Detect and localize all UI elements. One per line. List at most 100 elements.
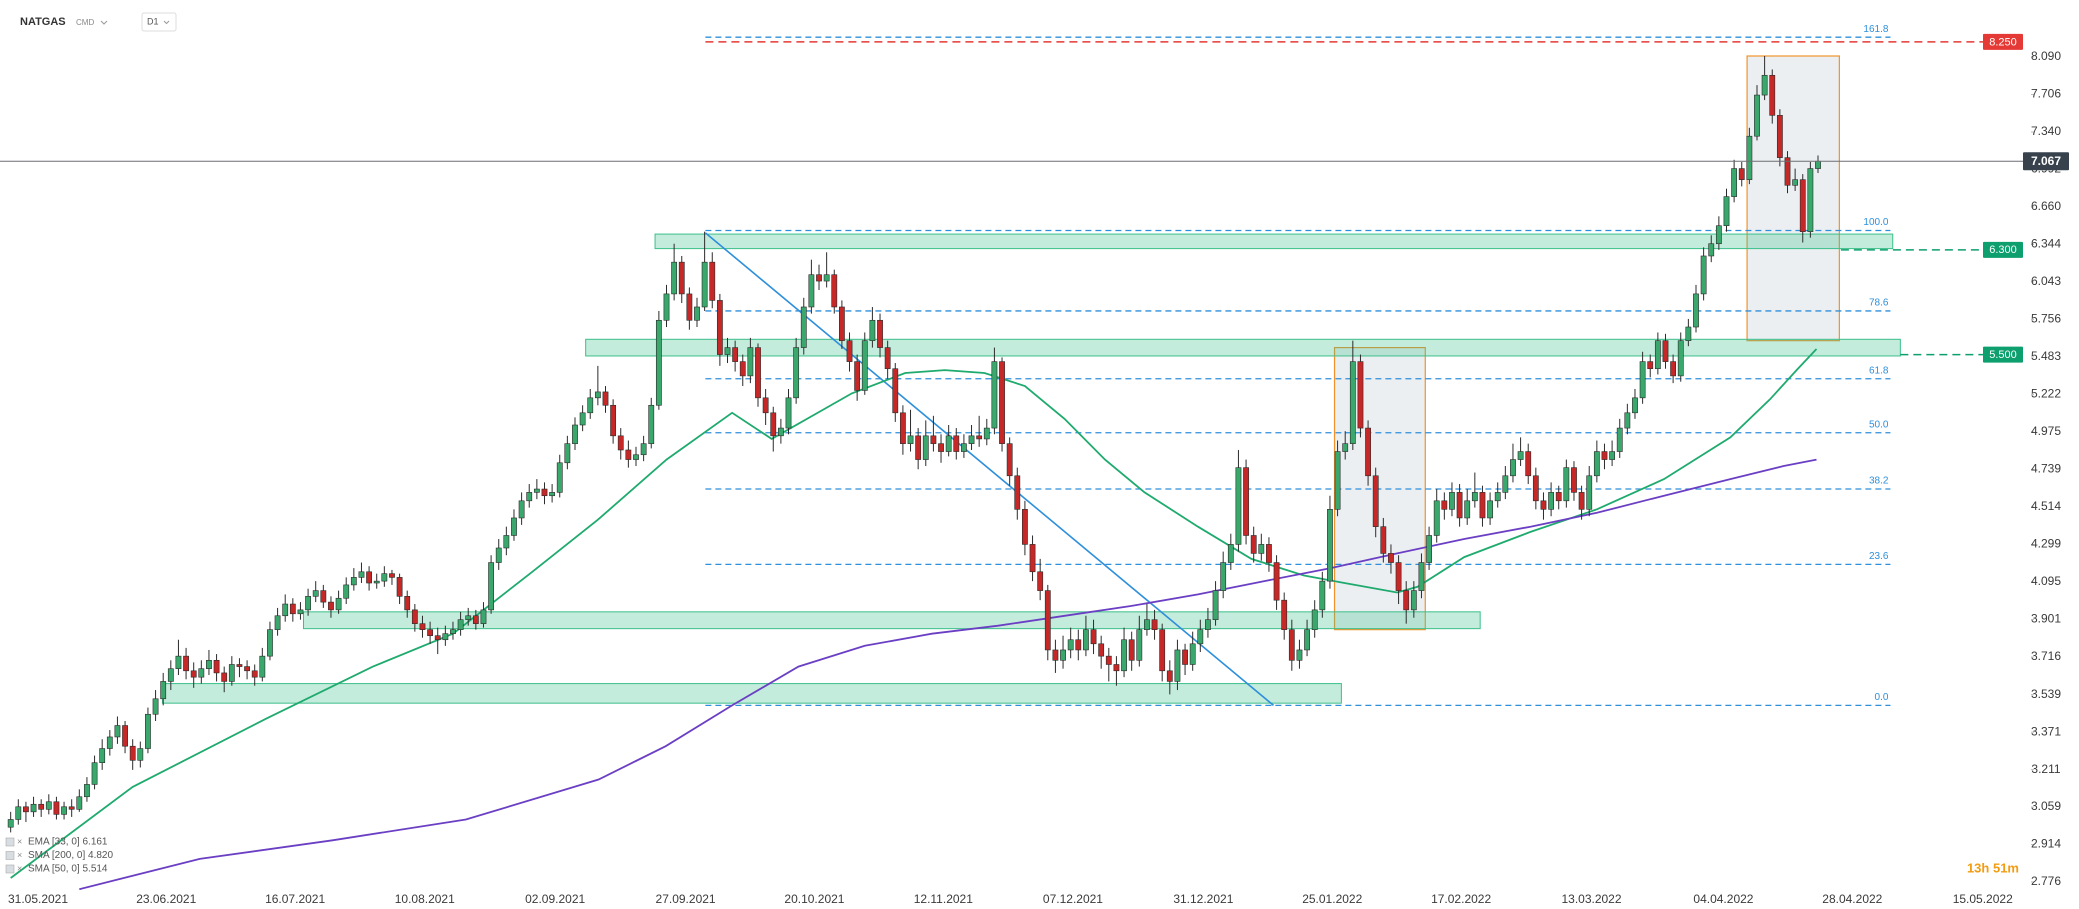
level-tag-label: 5.500 [1989,349,2017,361]
candle-body [1281,599,1288,630]
candle-body [1151,619,1158,630]
candle-body [648,404,655,444]
candle-body [61,806,67,815]
candle-body [312,590,319,597]
candle-body [1723,196,1730,227]
candle-body [671,261,678,295]
y-tick-label: 4.975 [2031,424,2061,438]
candle-body [1593,451,1600,477]
candle-body [404,596,411,611]
x-tick-label: 27.09.2021 [656,892,716,906]
candle-body [1227,544,1234,563]
candle-body [1029,544,1036,573]
y-tick-label: 3.211 [2031,762,2060,776]
candle-body [350,577,357,586]
level-tag [1983,346,2023,363]
legend-close: × [17,836,22,846]
candle-body [747,347,754,377]
candle-body [1044,590,1051,651]
candle-body [838,306,845,341]
candle-body [15,806,22,820]
candle-body [1418,562,1425,591]
candle-body [610,404,617,437]
candle-body [1792,179,1799,186]
candle-body [1807,168,1814,232]
candle-body [45,801,52,810]
candle-body [160,681,167,700]
candle-body [1250,535,1257,554]
candle-body [900,412,906,444]
candle-body [1464,500,1471,519]
candle-body [1532,475,1539,502]
candle-body [419,623,426,630]
indicator-line [79,458,1817,891]
candle-body [846,340,853,362]
candle-body [617,435,624,451]
candle-body [305,596,311,611]
candle-body [244,666,250,672]
candle-body [633,454,639,460]
fib-label: 78.6 [1869,298,1889,309]
candle-body [1182,649,1188,665]
candle-body [907,435,914,444]
legend-icon [5,851,15,860]
candle-body [328,601,334,611]
y-tick-label: 2.776 [2031,874,2061,888]
current-price-label: 7.067 [2031,154,2061,168]
candle-body [1327,509,1333,582]
candle-body [1715,225,1722,245]
current-price-tag [2023,152,2069,171]
dropdown-arrow[interactable] [100,20,108,25]
candle-body [145,713,151,749]
candle-body [1693,293,1699,328]
symbol[interactable]: NATGAS [20,16,66,28]
candle-body [1022,509,1028,545]
candle-body [533,488,540,493]
countdown: 13h 51m [1967,860,2019,875]
candle-body [1296,649,1303,661]
candle-body [396,577,403,597]
candle-body [869,319,876,341]
candle-body [1540,500,1547,510]
candle-body [1624,412,1631,429]
candle-body [556,462,563,493]
candle-body [1067,639,1074,651]
candle-body [122,725,128,747]
candle-body [511,517,517,536]
candle-body [274,615,281,630]
interval-arrow[interactable] [163,20,170,25]
legend-close: × [17,850,22,860]
candle-body [1456,492,1463,519]
candle-body [564,443,571,464]
candle-body [251,670,258,678]
fib-label: 61.8 [1869,365,1889,376]
y-tick-label: 6.344 [2031,237,2061,251]
candle-body [106,736,113,749]
interval-box[interactable] [141,12,177,32]
candle-body [1502,475,1509,493]
candle-body [1128,639,1135,661]
candle-body [991,361,998,429]
candle-body [1571,467,1577,493]
candle-body [442,633,449,641]
support-zone [585,338,1901,357]
candle-body [655,319,662,406]
legend-icon [5,837,15,847]
x-tick-label: 12.11.2021 [914,892,973,906]
candle-body [1685,326,1692,341]
candle-body [1319,580,1326,611]
candle-body [1449,492,1455,510]
candle-body [1136,629,1143,661]
candle-body [1052,649,1059,661]
candle-body [7,819,14,828]
candle-body [884,347,891,370]
candle-body [915,435,922,460]
y-tick-label: 4.299 [2031,537,2061,551]
interval[interactable]: D1 [147,16,159,26]
candle-body [1189,643,1196,665]
candle-body [1365,427,1371,477]
support-zone [303,611,1481,630]
candle-body [861,340,868,391]
fib-label: 50.0 [1869,419,1889,430]
